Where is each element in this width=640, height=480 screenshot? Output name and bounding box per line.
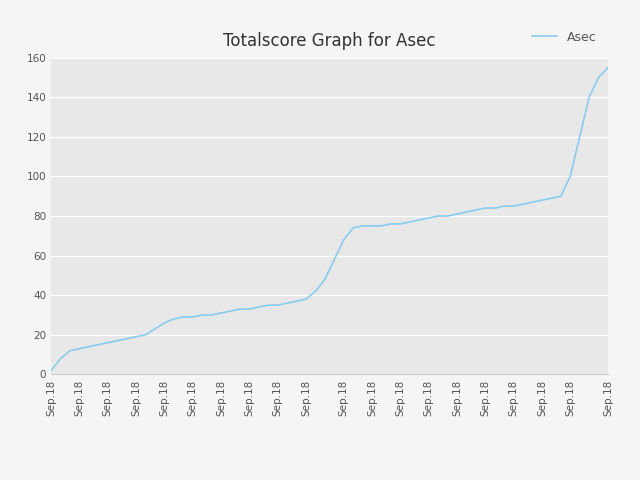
Legend: Asec: Asec: [527, 26, 602, 49]
Asec: [397, 221, 404, 227]
Asec: [208, 312, 216, 318]
Title: Totalscore Graph for Asec: Totalscore Graph for Asec: [223, 33, 436, 50]
Asec: [47, 368, 55, 373]
Line: Asec: Asec: [51, 68, 608, 371]
Asec: [236, 306, 244, 312]
Asec: [141, 332, 149, 338]
Asec: [227, 308, 234, 314]
Asec: [604, 65, 612, 71]
Asec: [189, 314, 196, 320]
